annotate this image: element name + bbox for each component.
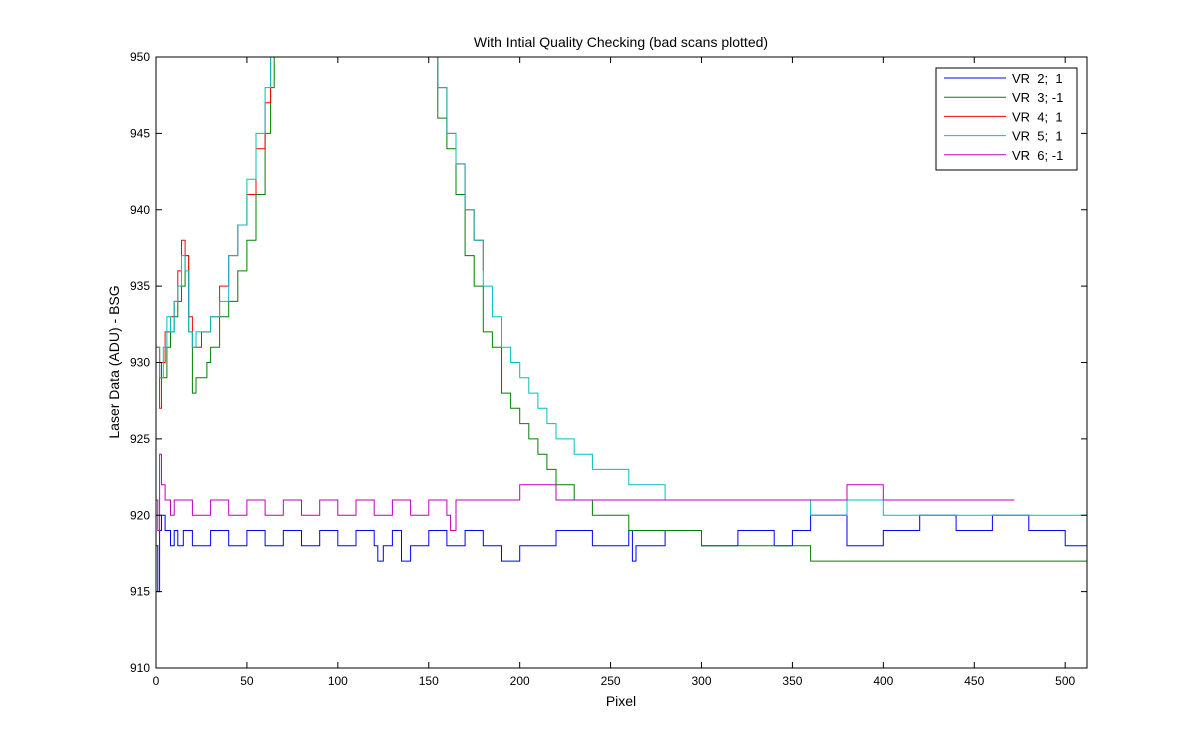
plot-area [156, 57, 1087, 668]
y-tick-label: 940 [130, 203, 150, 217]
x-tick-label: 400 [873, 674, 893, 688]
y-tick-label: 925 [130, 432, 150, 446]
series-line-4 [156, 57, 1087, 516]
legend-entry: VR 5; 1 [1012, 129, 1063, 144]
y-axis-label: Laser Data (ADU) - BSG [106, 285, 122, 438]
x-tick-label: 350 [782, 674, 802, 688]
legend: VR 2; 1 VR 3; -1 VR 4; 1 VR 5; 1 VR 6; -1 [935, 67, 1078, 171]
legend-entry: VR 4; 1 [1012, 109, 1063, 124]
ticks-layer: 0 50 100 150 200 250 300 350 400 450 500 910 915 920 9… [130, 50, 1087, 688]
x-tick-label: 450 [964, 674, 984, 688]
x-tick-label: 250 [601, 674, 621, 688]
x-tick-label: 150 [419, 674, 439, 688]
legend-entry: VR 6; -1 [1012, 148, 1063, 163]
y-tick-label: 910 [130, 661, 150, 675]
x-tick-label: 500 [1055, 674, 1075, 688]
x-tick-label: 0 [153, 674, 160, 688]
series-layer [156, 57, 1087, 593]
x-tick-label: 300 [691, 674, 711, 688]
y-tick-label: 935 [130, 279, 150, 293]
series-line-1 [156, 514, 1087, 593]
y-tick-label: 920 [130, 508, 150, 522]
x-tick-label: 100 [328, 674, 348, 688]
legend-box [935, 67, 1078, 171]
chart-title: With Intial Quality Checking (bad scans … [474, 34, 768, 50]
y-tick-label: 930 [130, 356, 150, 370]
legend-entry: VR 2; 1 [1012, 71, 1063, 86]
y-tick-label: 950 [130, 50, 150, 64]
x-tick-label: 50 [240, 674, 254, 688]
x-tick-label: 200 [510, 674, 530, 688]
series-line-5 [156, 453, 1015, 531]
x-axis-label: Pixel [606, 693, 636, 709]
legend-entry: VR 3; -1 [1012, 90, 1063, 105]
y-tick-label: 945 [130, 126, 150, 140]
y-tick-label: 915 [130, 585, 150, 599]
